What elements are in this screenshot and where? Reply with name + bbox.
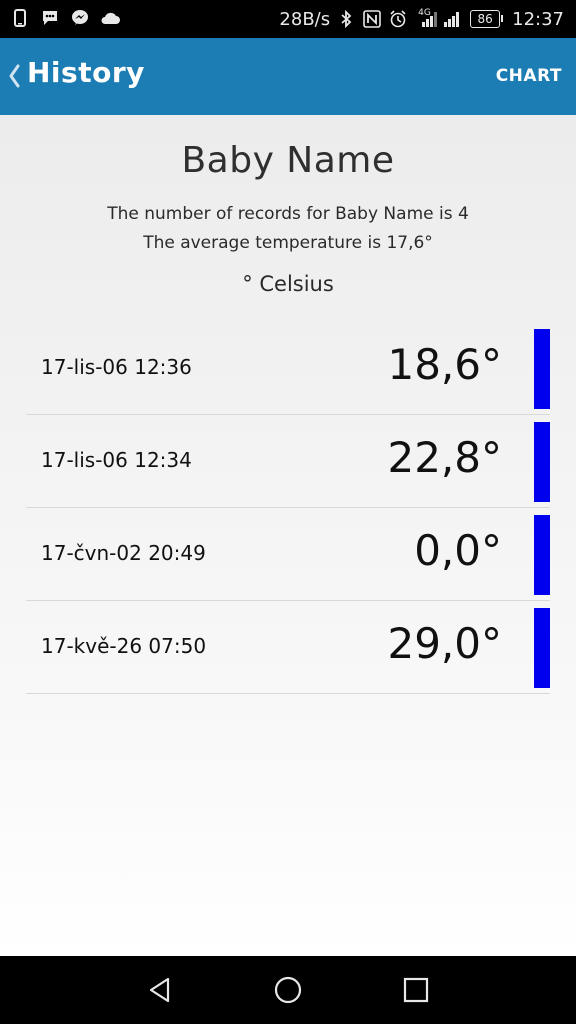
notification-icons xyxy=(10,8,120,28)
record-color-bar xyxy=(534,608,550,688)
messenger-icon xyxy=(70,8,90,28)
battery-level: 86 xyxy=(477,12,493,26)
record-temperature: 0,0° xyxy=(414,526,502,575)
record-date: 17-lis-06 12:34 xyxy=(41,448,192,472)
phone-icon xyxy=(10,8,30,28)
records-count-text: The number of records for Baby Name is 4 xyxy=(107,204,469,224)
record-date: 17-čvn-02 20:49 xyxy=(41,541,206,565)
history-content: Baby Name The number of records for Baby… xyxy=(0,115,576,956)
back-chevron-icon[interactable] xyxy=(6,60,22,92)
network-type-label: 4G xyxy=(418,8,431,18)
signal-4g-icon xyxy=(414,9,440,29)
record-date: 17-kvě-26 07:50 xyxy=(41,634,207,658)
record-temperature: 29,0° xyxy=(387,619,502,668)
unit-label: ° Celsius xyxy=(242,272,334,296)
battery-icon: 86 xyxy=(470,10,504,28)
navigation-bar xyxy=(0,956,576,1024)
record-row[interactable]: 17-lis-06 12:34 22,8° xyxy=(26,415,550,508)
home-icon[interactable] xyxy=(274,976,302,1004)
record-list: 17-lis-06 12:36 18,6° 17-lis-06 12:34 22… xyxy=(26,322,550,694)
average-temperature-text: The average temperature is 17,6° xyxy=(143,233,433,253)
recents-icon[interactable] xyxy=(402,976,430,1004)
record-row[interactable]: 17-čvn-02 20:49 0,0° xyxy=(26,508,550,601)
record-row[interactable]: 17-lis-06 12:36 18,6° xyxy=(26,322,550,415)
message-icon xyxy=(40,8,60,28)
record-color-bar xyxy=(534,515,550,595)
record-date: 17-lis-06 12:36 xyxy=(41,355,192,379)
page-title[interactable]: History xyxy=(27,56,145,89)
nfc-icon xyxy=(362,9,382,29)
signal-icon xyxy=(442,9,464,29)
record-row[interactable]: 17-kvě-26 07:50 29,0° xyxy=(26,601,550,694)
app-bar: History CHART xyxy=(0,38,576,115)
baby-name-heading: Baby Name xyxy=(181,140,395,181)
bluetooth-icon xyxy=(336,9,356,29)
back-icon[interactable] xyxy=(146,976,174,1004)
chart-button[interactable]: CHART xyxy=(495,66,562,86)
status-bar: 28B/s 4G xyxy=(0,0,576,38)
alarm-icon xyxy=(388,9,408,29)
record-temperature: 18,6° xyxy=(387,340,502,389)
cloud-icon xyxy=(100,8,120,28)
network-speed: 28B/s xyxy=(279,8,331,30)
record-color-bar xyxy=(534,422,550,502)
clock: 12:37 xyxy=(512,8,564,30)
record-temperature: 22,8° xyxy=(387,433,502,482)
record-color-bar xyxy=(534,329,550,409)
system-status: 28B/s 4G xyxy=(279,0,564,38)
